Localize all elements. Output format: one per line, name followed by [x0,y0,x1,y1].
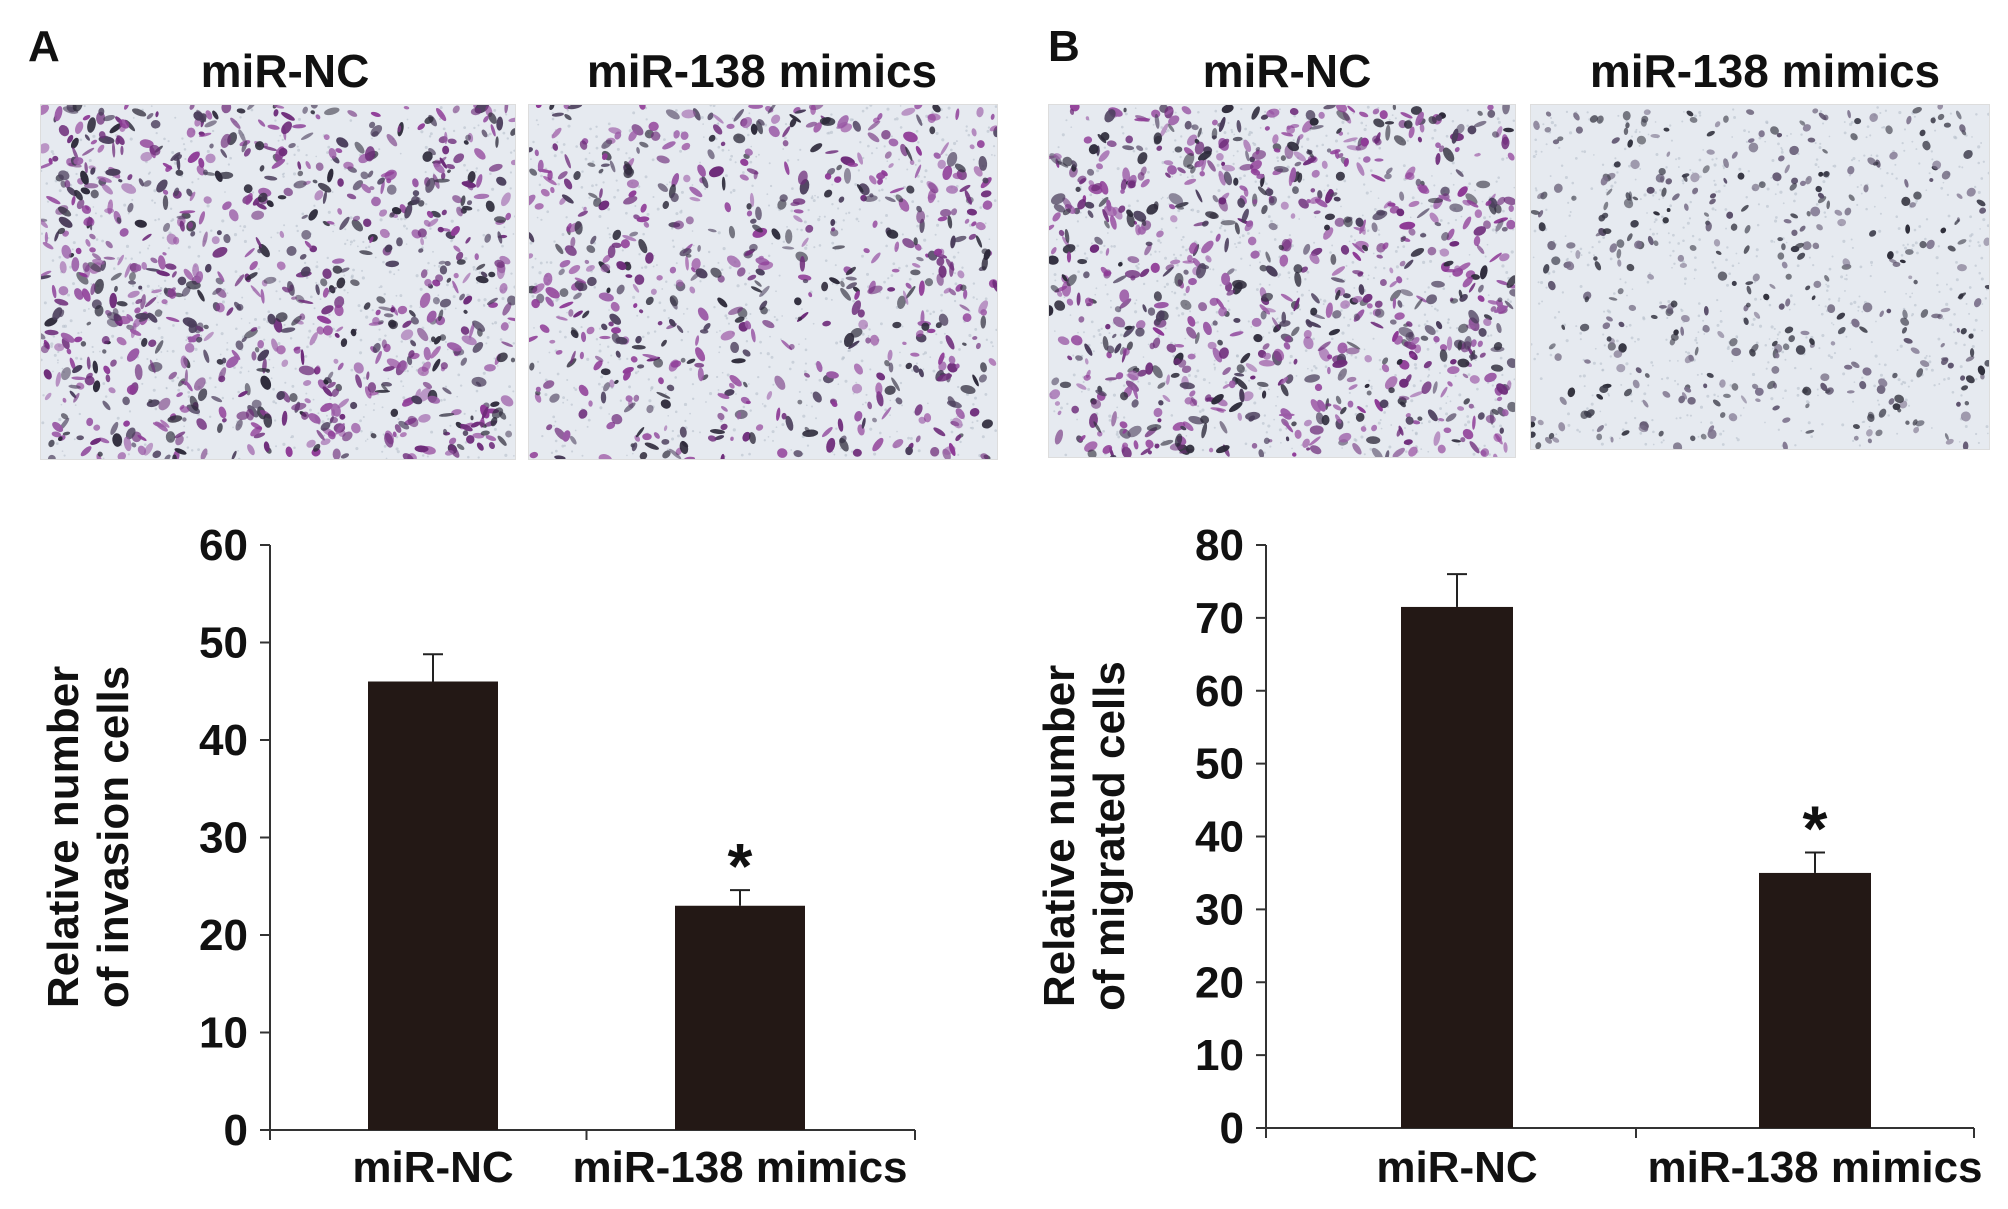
panel-a-image-2-label: miR-138 mimics [586,45,938,97]
bar [1401,606,1513,1128]
significance-annotation: * [1803,793,1828,865]
y-tick-label: 40 [199,716,248,765]
panel-b-micrograph-mir-nc [1048,104,1516,458]
y-tick-label: 50 [199,619,248,668]
micrograph-canvas [41,105,515,459]
x-category-label: miR-NC [1376,1143,1537,1192]
y-tick-label: 70 [1195,594,1244,643]
y-tick-label: 0 [224,1106,248,1155]
y-tick-label: 20 [199,911,248,960]
bar-chart-b: 0 10 20 30 40 50 60 70 80 miR-NC * miR-138 mimics Re… [1035,521,1983,1192]
micrograph-canvas [529,105,997,459]
panel-a-micrograph-mir-138-mimics [528,104,998,460]
panel-a-letter: A [28,22,60,71]
y-tick-label: 60 [199,521,248,570]
y-tick-label: 40 [1195,813,1244,862]
panel-b-micrograph-mir-138-mimics [1530,104,1990,450]
y-axis-label-line: of migrated cells [1085,661,1134,1011]
bar [675,905,805,1130]
y-axis-label-line: Relative number [39,666,88,1008]
y-axis-label-line: Relative number [1035,665,1084,1007]
panel-b-letter: B [1048,22,1080,71]
y-tick-label: 50 [1195,740,1244,789]
y-tick-label: 10 [1195,1031,1244,1080]
y-tick-label: 60 [1195,667,1244,716]
y-axis-label-line: of invasion cells [89,666,138,1008]
y-tick-label: 20 [1195,958,1244,1007]
bar [1759,872,1871,1128]
significance-annotation: * [728,830,753,902]
x-category-label: miR-138 mimics [1647,1143,1982,1192]
micrograph-canvas [1531,105,1989,449]
y-tick-label: 80 [1195,521,1244,570]
y-tick-label: 30 [199,814,248,863]
bar-chart-a: 0 10 20 30 40 50 60 miR-NC * miR-138 mimics Relati… [39,521,916,1192]
y-tick-label: 30 [1195,885,1244,934]
panel-b-image-2-label: miR-138 mimics [1589,45,1941,97]
y-tick-label: 10 [199,1009,248,1058]
panel-a-image-1-label: miR-NC [200,45,370,97]
panel-b-image-1-label: miR-NC [1202,45,1372,97]
y-tick-label: 0 [1220,1104,1244,1153]
micrograph-canvas [1049,105,1515,457]
x-category-label: miR-NC [352,1143,513,1192]
x-category-label: miR-138 mimics [572,1143,907,1192]
bar [368,681,498,1130]
panel-a-micrograph-mir-nc [40,104,516,460]
